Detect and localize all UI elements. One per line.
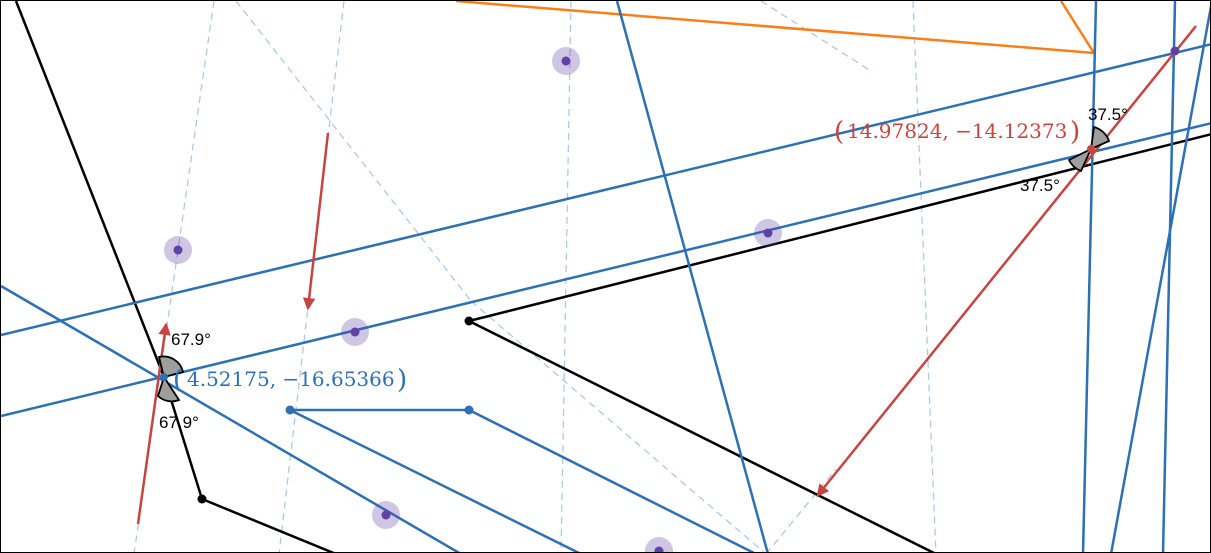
angle-wedge-icon bbox=[157, 355, 185, 379]
paren-open: ( bbox=[173, 365, 183, 395]
point-icon bbox=[197, 494, 207, 504]
coord-label-right: ( 14.97824, −14.12373 ) bbox=[834, 117, 1080, 147]
paren-close: ) bbox=[1070, 117, 1080, 147]
arrow-icon bbox=[816, 25, 1197, 497]
orange-lines bbox=[455, 1, 1096, 55]
point-icon bbox=[645, 537, 673, 552]
dashed-guides bbox=[133, 1, 937, 552]
angle-label-right-bottom: 37.5° bbox=[1020, 176, 1060, 195]
coord-label-left: ( 4.52175, −16.65366 ) bbox=[173, 365, 407, 395]
point-icon bbox=[754, 219, 782, 247]
solid-points[interactable] bbox=[160, 145, 1095, 504]
point-icon bbox=[341, 318, 369, 346]
angle-label-left-bottom: 67.9° bbox=[159, 413, 199, 432]
red-vectors bbox=[136, 25, 1197, 525]
point-icon bbox=[552, 47, 580, 75]
angle-label-left-top: 67.9° bbox=[171, 330, 211, 349]
point-icon bbox=[164, 236, 192, 264]
point-icon bbox=[160, 373, 168, 381]
paren-close: ) bbox=[397, 365, 407, 395]
highlighted-points[interactable] bbox=[164, 46, 1180, 553]
coord-value-right: 14.97824, −14.12373 bbox=[847, 119, 1067, 143]
point-icon bbox=[464, 405, 474, 415]
black-lines bbox=[14, 1, 1210, 552]
arrow-icon bbox=[302, 132, 330, 311]
point-icon bbox=[1087, 145, 1095, 153]
angle-wedge-icon bbox=[1089, 125, 1111, 151]
point-icon bbox=[464, 316, 474, 326]
angle-markers bbox=[156, 125, 1111, 403]
angle-wedge-icon bbox=[1067, 147, 1093, 173]
angle-wedge-icon bbox=[156, 374, 181, 403]
angle-label-right-top: 37.5° bbox=[1088, 105, 1128, 124]
paren-open: ( bbox=[834, 117, 844, 147]
point-icon bbox=[1170, 46, 1180, 56]
point-icon bbox=[372, 501, 400, 529]
point-icon bbox=[285, 405, 295, 415]
coord-value-left: 4.52175, −16.65366 bbox=[187, 367, 395, 391]
